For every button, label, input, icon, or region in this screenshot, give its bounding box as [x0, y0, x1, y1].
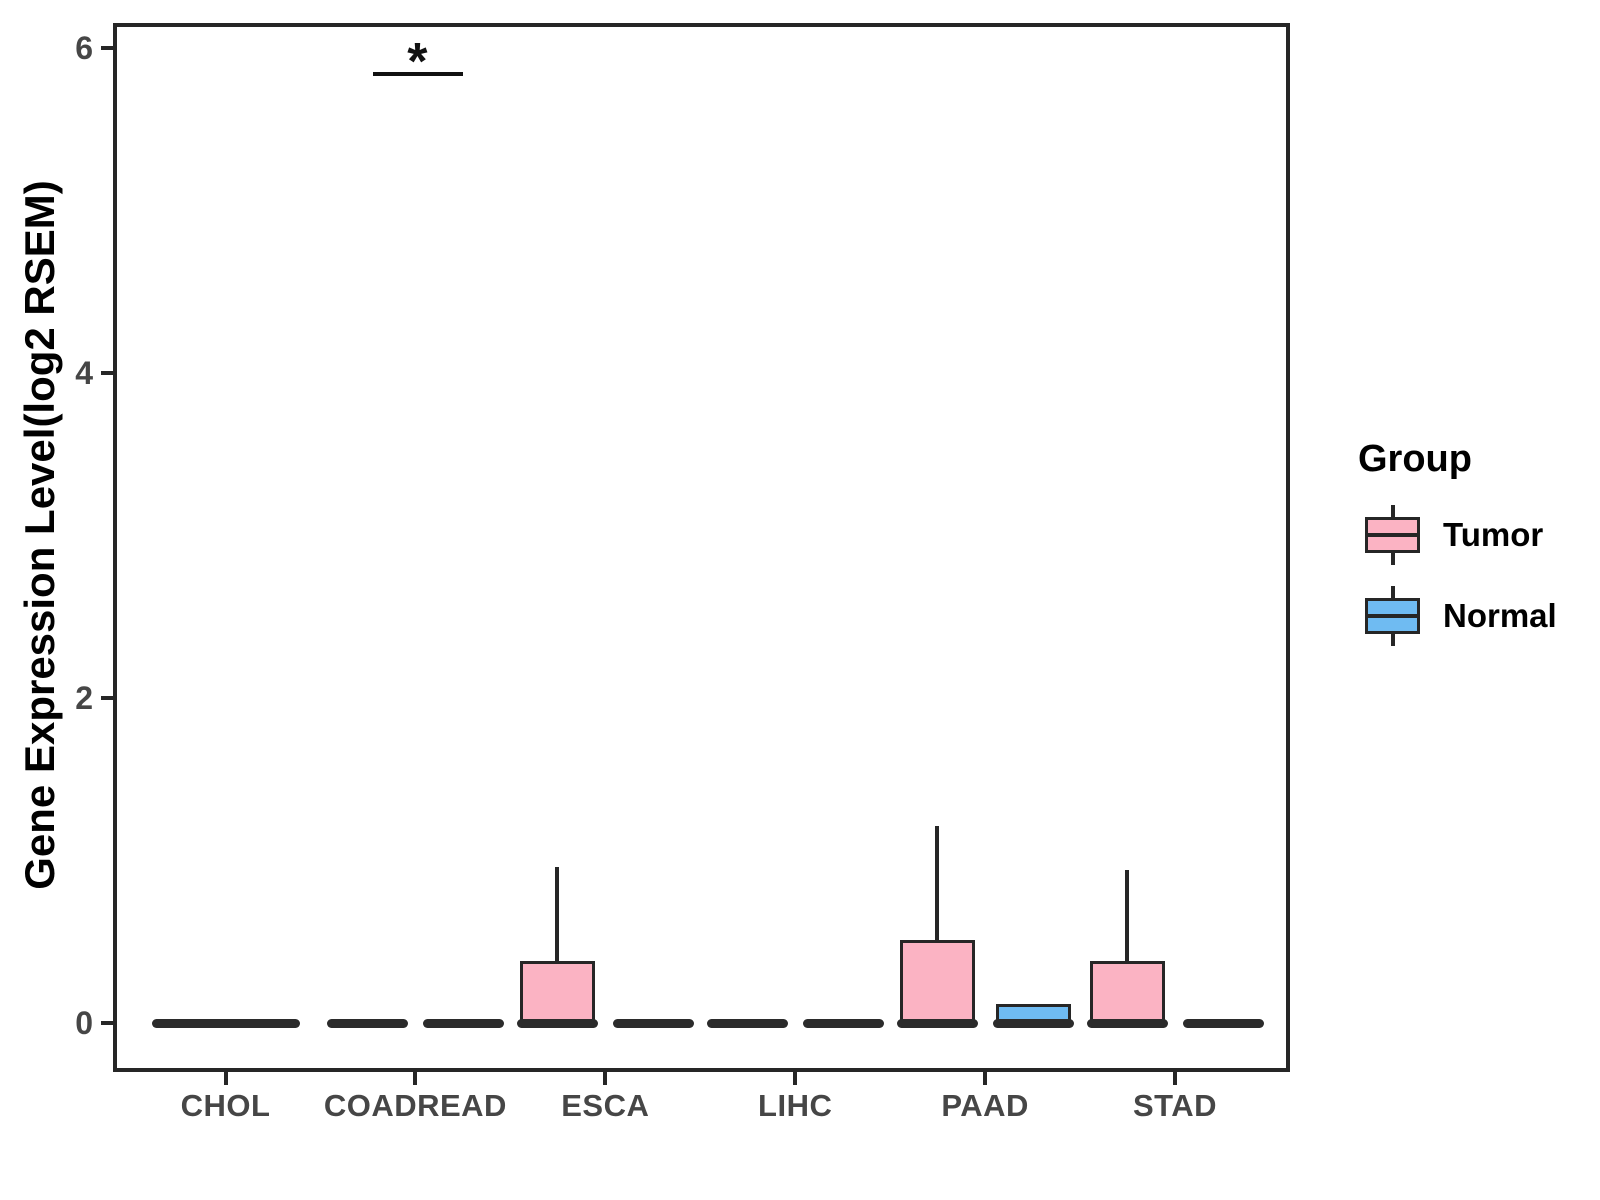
boxplot-median-normal-stad — [1182, 1018, 1264, 1028]
x-axis-tick — [983, 1072, 988, 1085]
boxplot-median-normal-paad — [992, 1018, 1074, 1028]
y-axis-tick-label: 0 — [75, 1005, 93, 1041]
x-axis-tick-label-coadread: COADREAD — [323, 1088, 507, 1123]
y-axis-tick — [101, 46, 113, 50]
y-axis-tick — [101, 696, 113, 700]
legend-entry-tumor: Tumor — [1330, 501, 1557, 569]
y-axis-tick-label: 6 — [75, 30, 93, 66]
boxplot-box-tumor-stad — [1089, 961, 1165, 1023]
x-axis-tick-label-lihc: LIHC — [758, 1088, 833, 1123]
x-axis-tick — [793, 1072, 798, 1085]
y-axis-tick — [101, 371, 113, 375]
x-axis-tick — [413, 1072, 418, 1085]
boxplot-median-normal-esca — [612, 1018, 694, 1028]
boxplot-whisker-tumor-esca — [555, 867, 560, 965]
legend-label-tumor: Tumor — [1443, 516, 1544, 553]
x-axis-tick — [603, 1072, 608, 1085]
legend-key-median — [1368, 614, 1417, 618]
boxplot-median-normal-coadread — [422, 1018, 504, 1028]
significance-star-coadread: * — [407, 33, 428, 91]
y-axis-tick-label: 4 — [75, 355, 93, 391]
legend-key-box — [1365, 517, 1420, 553]
boxplot-whisker-tumor-stad — [1125, 870, 1129, 965]
legend-title: Group — [1358, 438, 1472, 480]
x-axis-tick-label-chol: CHOL — [180, 1088, 271, 1123]
legend-entry-normal: Normal — [1330, 582, 1557, 650]
legend-key-whisker — [1390, 505, 1395, 517]
legend-boxplot-key-tumor-icon — [1365, 502, 1420, 568]
legend: Group Tumor Normal — [1330, 438, 1557, 663]
plot-panel — [113, 23, 1290, 1072]
boxplot-median-tumor-coadread — [326, 1018, 408, 1028]
boxplot-box-tumor-paad — [899, 940, 975, 1023]
boxplot-median-tumor-lihc — [706, 1018, 788, 1028]
legend-boxplot-key-normal-icon — [1365, 583, 1420, 649]
x-axis-tick-label-stad: STAD — [1132, 1088, 1218, 1123]
boxplot-flat-box-chol — [151, 1018, 300, 1028]
legend-key-median — [1368, 533, 1417, 537]
legend-key-whisker — [1390, 586, 1395, 598]
boxplot-box-tumor-esca — [519, 961, 595, 1023]
boxplot-median-tumor-paad — [896, 1018, 978, 1028]
legend-key-whisker — [1390, 634, 1395, 646]
legend-label-normal: Normal — [1443, 597, 1557, 634]
y-axis-tick — [101, 1021, 113, 1025]
significance-line-coadread — [373, 72, 464, 76]
legend-entries: Tumor Normal — [1330, 501, 1557, 650]
x-axis-tick-label-esca: ESCA — [561, 1088, 650, 1123]
x-axis-tick — [1173, 1072, 1177, 1085]
boxplot-median-tumor-stad — [1086, 1018, 1168, 1028]
x-axis-tick-label-paad: PAAD — [941, 1088, 1029, 1123]
boxplot-median-normal-lihc — [802, 1018, 884, 1028]
x-axis-tick — [223, 1072, 228, 1085]
y-axis-tick-label: 2 — [75, 680, 93, 716]
legend-key-box — [1365, 598, 1420, 634]
boxplot-whisker-tumor-paad — [935, 826, 940, 944]
legend-key-whisker — [1390, 553, 1395, 565]
boxplot-median-tumor-esca — [516, 1018, 598, 1028]
y-axis-title: Gene Expression Level(log2 RSEM) — [16, 180, 63, 890]
